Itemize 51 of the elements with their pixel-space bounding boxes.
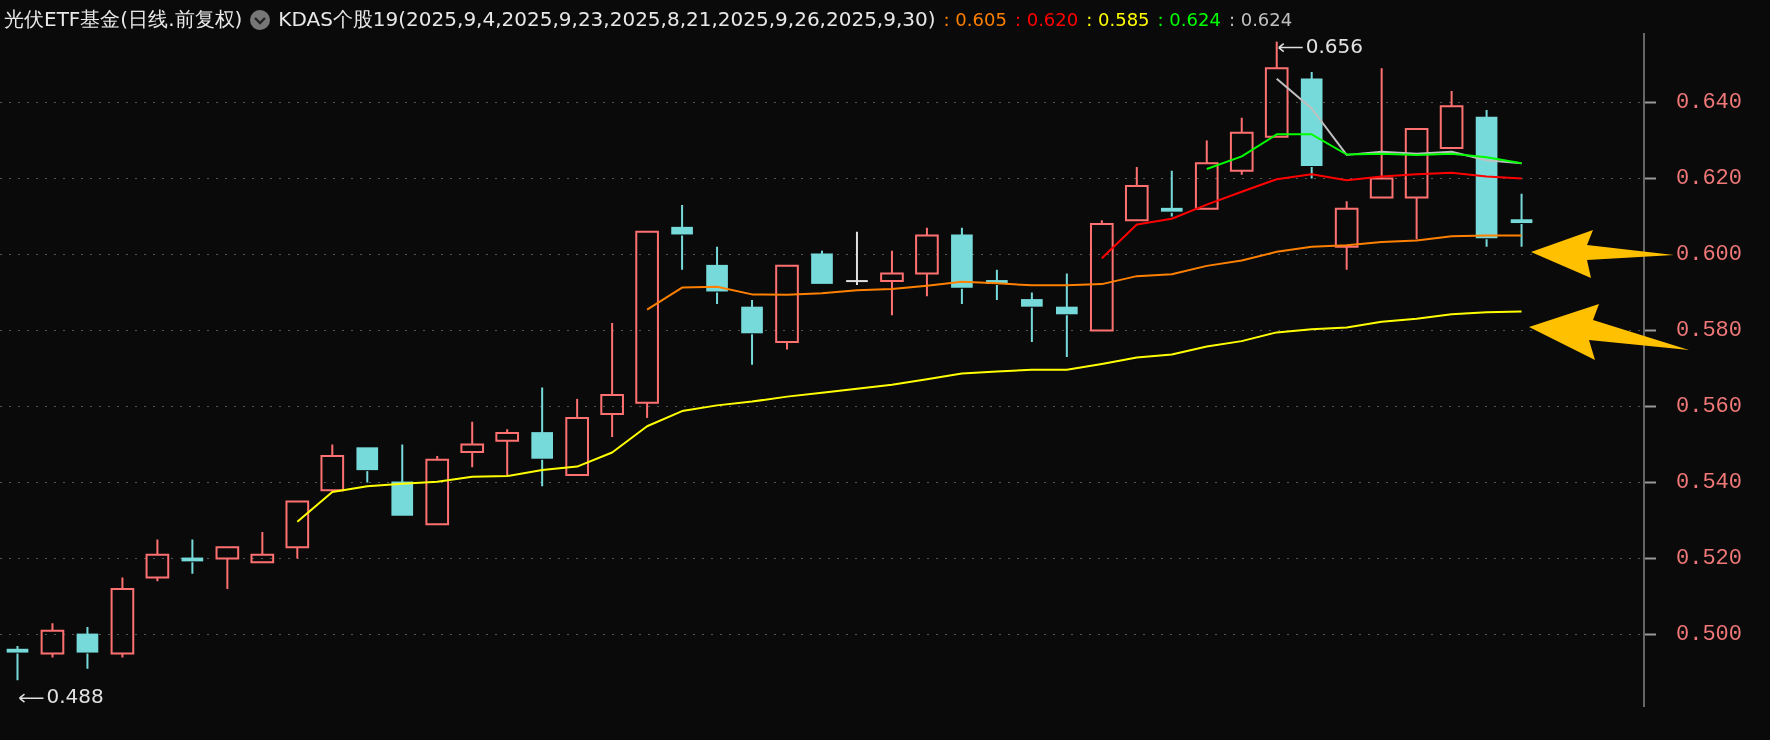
candlestick bbox=[1510, 192, 1533, 248]
y-tick-label: 0.600 bbox=[1675, 242, 1742, 268]
candlestick bbox=[635, 230, 659, 419]
candlestick bbox=[460, 420, 485, 469]
candlestick bbox=[6, 644, 29, 682]
candlestick bbox=[600, 321, 624, 438]
candlestick bbox=[1021, 291, 1043, 343]
candlestick bbox=[356, 447, 379, 484]
y-tick-label: 0.640 bbox=[1675, 90, 1742, 116]
candlestick bbox=[846, 230, 868, 286]
candlestick bbox=[145, 538, 170, 583]
y-tick-label: 0.520 bbox=[1675, 546, 1742, 572]
candlestick bbox=[250, 530, 275, 564]
candlestick bbox=[1194, 139, 1219, 210]
y-tick-label: 0.580 bbox=[1675, 318, 1742, 344]
text: : 0.605 bbox=[943, 9, 1007, 30]
y-tick-label: 0.620 bbox=[1675, 166, 1742, 192]
y-tick-label: 0.540 bbox=[1675, 470, 1742, 496]
text: : 0.624 bbox=[1157, 9, 1221, 30]
chart-subtitle: KDAS个股19(2025,9,4,2025,9,23,2025,8,21,2025,9,26,2025,9,30) bbox=[278, 6, 936, 33]
candlestick bbox=[531, 386, 553, 488]
candlestick bbox=[1439, 90, 1464, 150]
candlestick bbox=[1404, 128, 1429, 241]
annotation: 0.656 bbox=[1305, 33, 1363, 58]
candlestick bbox=[706, 245, 728, 305]
text: : 0.624 bbox=[1228, 9, 1293, 30]
candlestick bbox=[915, 226, 939, 298]
candlestick bbox=[1369, 67, 1394, 199]
candlestick bbox=[1334, 200, 1359, 271]
candlestick bbox=[880, 249, 904, 317]
candlestick bbox=[565, 397, 589, 476]
chart-title: 光伏ETF基金(日线.前复权) bbox=[4, 6, 243, 33]
candlestick bbox=[285, 500, 310, 560]
candlestick bbox=[215, 546, 240, 590]
candlestick bbox=[1229, 116, 1254, 176]
candlestick bbox=[1475, 109, 1498, 248]
y-tick-label: 0.560 bbox=[1675, 394, 1742, 420]
candlestick bbox=[1056, 272, 1078, 359]
candlestick bbox=[951, 226, 973, 305]
text: : 0.585 bbox=[1086, 9, 1150, 30]
candlestick bbox=[495, 428, 520, 476]
candlestick bbox=[671, 204, 693, 271]
candlestick bbox=[1124, 166, 1149, 222]
y-tick-label: 0.500 bbox=[1675, 622, 1742, 648]
candlestick bbox=[1300, 71, 1323, 180]
candlestick bbox=[1160, 169, 1183, 218]
candlestick bbox=[76, 625, 99, 670]
text: : 0.620 bbox=[1014, 9, 1079, 30]
annotation: 0.488 bbox=[46, 684, 104, 709]
candlestick bbox=[741, 299, 763, 366]
candlestick bbox=[1264, 40, 1289, 138]
